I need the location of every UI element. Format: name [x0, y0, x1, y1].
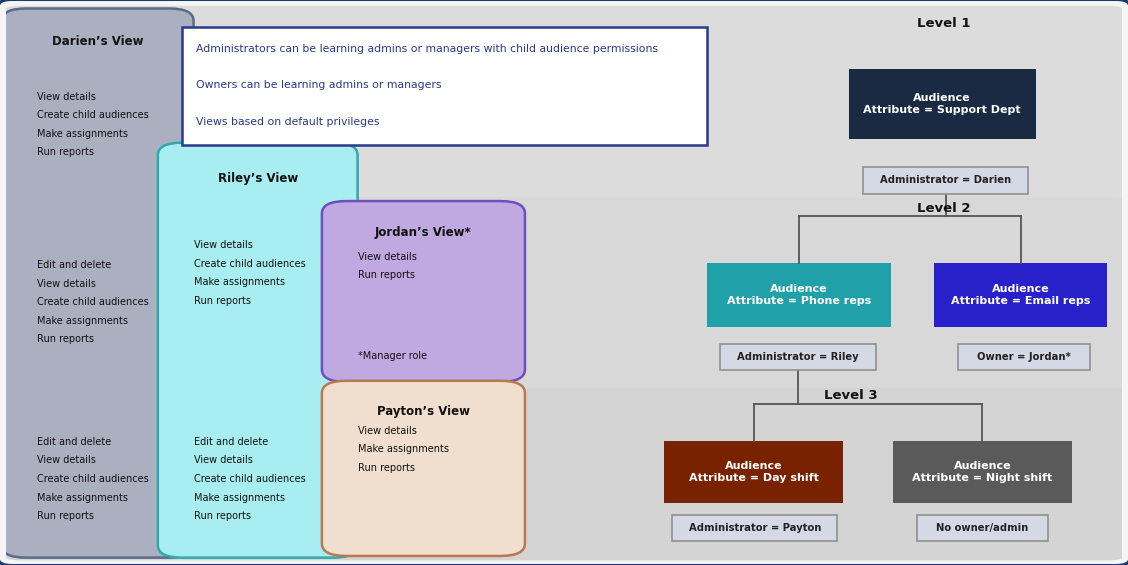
Text: Create child audiences: Create child audiences: [37, 110, 149, 120]
Text: Make assignments: Make assignments: [37, 493, 129, 502]
Bar: [893, 441, 1072, 503]
Text: Owners can be learning admins or managers: Owners can be learning admins or manager…: [196, 80, 441, 90]
Text: Run reports: Run reports: [194, 511, 250, 521]
Text: Administrator = Payton: Administrator = Payton: [688, 523, 821, 533]
Text: Create child audiences: Create child audiences: [37, 474, 149, 484]
Text: View details: View details: [37, 279, 96, 289]
Text: Jordan’s View*: Jordan’s View*: [374, 226, 472, 239]
Bar: [664, 441, 843, 503]
Text: Edit and delete: Edit and delete: [37, 260, 112, 270]
Bar: [672, 515, 837, 541]
Text: Run reports: Run reports: [358, 270, 415, 280]
Text: Darien’s View: Darien’s View: [52, 35, 143, 48]
Text: Audience
Attribute = Night shift: Audience Attribute = Night shift: [913, 461, 1052, 483]
FancyBboxPatch shape: [0, 388, 1128, 560]
Text: Audience
Attribute = Email reps: Audience Attribute = Email reps: [951, 284, 1091, 306]
Bar: [917, 515, 1048, 541]
Text: Owner = Jordan*: Owner = Jordan*: [977, 351, 1070, 362]
Bar: [848, 69, 1036, 140]
FancyBboxPatch shape: [321, 201, 525, 382]
Text: Audience
Attribute = Phone reps: Audience Attribute = Phone reps: [726, 284, 871, 306]
Text: Level 2: Level 2: [917, 202, 970, 215]
Text: Make assignments: Make assignments: [194, 493, 284, 502]
Bar: [707, 263, 891, 328]
Text: *Manager role: *Manager role: [358, 351, 426, 361]
Text: View details: View details: [358, 251, 416, 262]
Text: Run reports: Run reports: [358, 463, 415, 473]
FancyBboxPatch shape: [158, 143, 358, 558]
Text: Run reports: Run reports: [194, 296, 250, 306]
Bar: [183, 27, 707, 145]
Text: View details: View details: [194, 455, 253, 466]
Text: Edit and delete: Edit and delete: [194, 437, 267, 447]
Text: Audience
Attribute = Support Dept: Audience Attribute = Support Dept: [863, 93, 1021, 115]
Text: Views based on default privileges: Views based on default privileges: [196, 117, 379, 127]
Text: Run reports: Run reports: [37, 334, 95, 344]
Bar: [720, 344, 876, 370]
Text: View details: View details: [194, 240, 253, 250]
Text: Edit and delete: Edit and delete: [37, 437, 112, 447]
Text: View details: View details: [37, 92, 96, 102]
Text: Audience
Attribute = Day shift: Audience Attribute = Day shift: [689, 461, 819, 483]
Bar: [863, 167, 1028, 194]
Text: Run reports: Run reports: [37, 511, 95, 521]
FancyBboxPatch shape: [1, 8, 194, 558]
Text: Level 1: Level 1: [917, 16, 970, 29]
Text: Make assignments: Make assignments: [194, 277, 284, 288]
Text: Make assignments: Make assignments: [37, 129, 129, 138]
FancyBboxPatch shape: [321, 381, 525, 556]
Text: View details: View details: [37, 455, 96, 466]
Text: View details: View details: [358, 425, 416, 436]
Text: Create child audiences: Create child audiences: [194, 259, 306, 269]
Bar: [934, 263, 1108, 328]
FancyBboxPatch shape: [0, 197, 1128, 403]
Text: Create child audiences: Create child audiences: [37, 297, 149, 307]
Text: Administrators can be learning admins or managers with child audience permission: Administrators can be learning admins or…: [196, 44, 658, 54]
Text: No owner/admin: No owner/admin: [936, 523, 1029, 533]
Text: Payton’s View: Payton’s View: [377, 406, 470, 419]
Text: Create child audiences: Create child audiences: [194, 474, 306, 484]
Text: Administrator = Darien: Administrator = Darien: [880, 175, 1011, 185]
Text: Level 3: Level 3: [823, 389, 878, 402]
Text: Administrator = Riley: Administrator = Riley: [738, 351, 860, 362]
Text: Run reports: Run reports: [37, 147, 95, 157]
FancyBboxPatch shape: [0, 6, 1128, 212]
Text: Make assignments: Make assignments: [37, 316, 129, 325]
Bar: [958, 344, 1090, 370]
Text: Make assignments: Make assignments: [358, 444, 449, 454]
Text: Riley’s View: Riley’s View: [218, 172, 298, 185]
